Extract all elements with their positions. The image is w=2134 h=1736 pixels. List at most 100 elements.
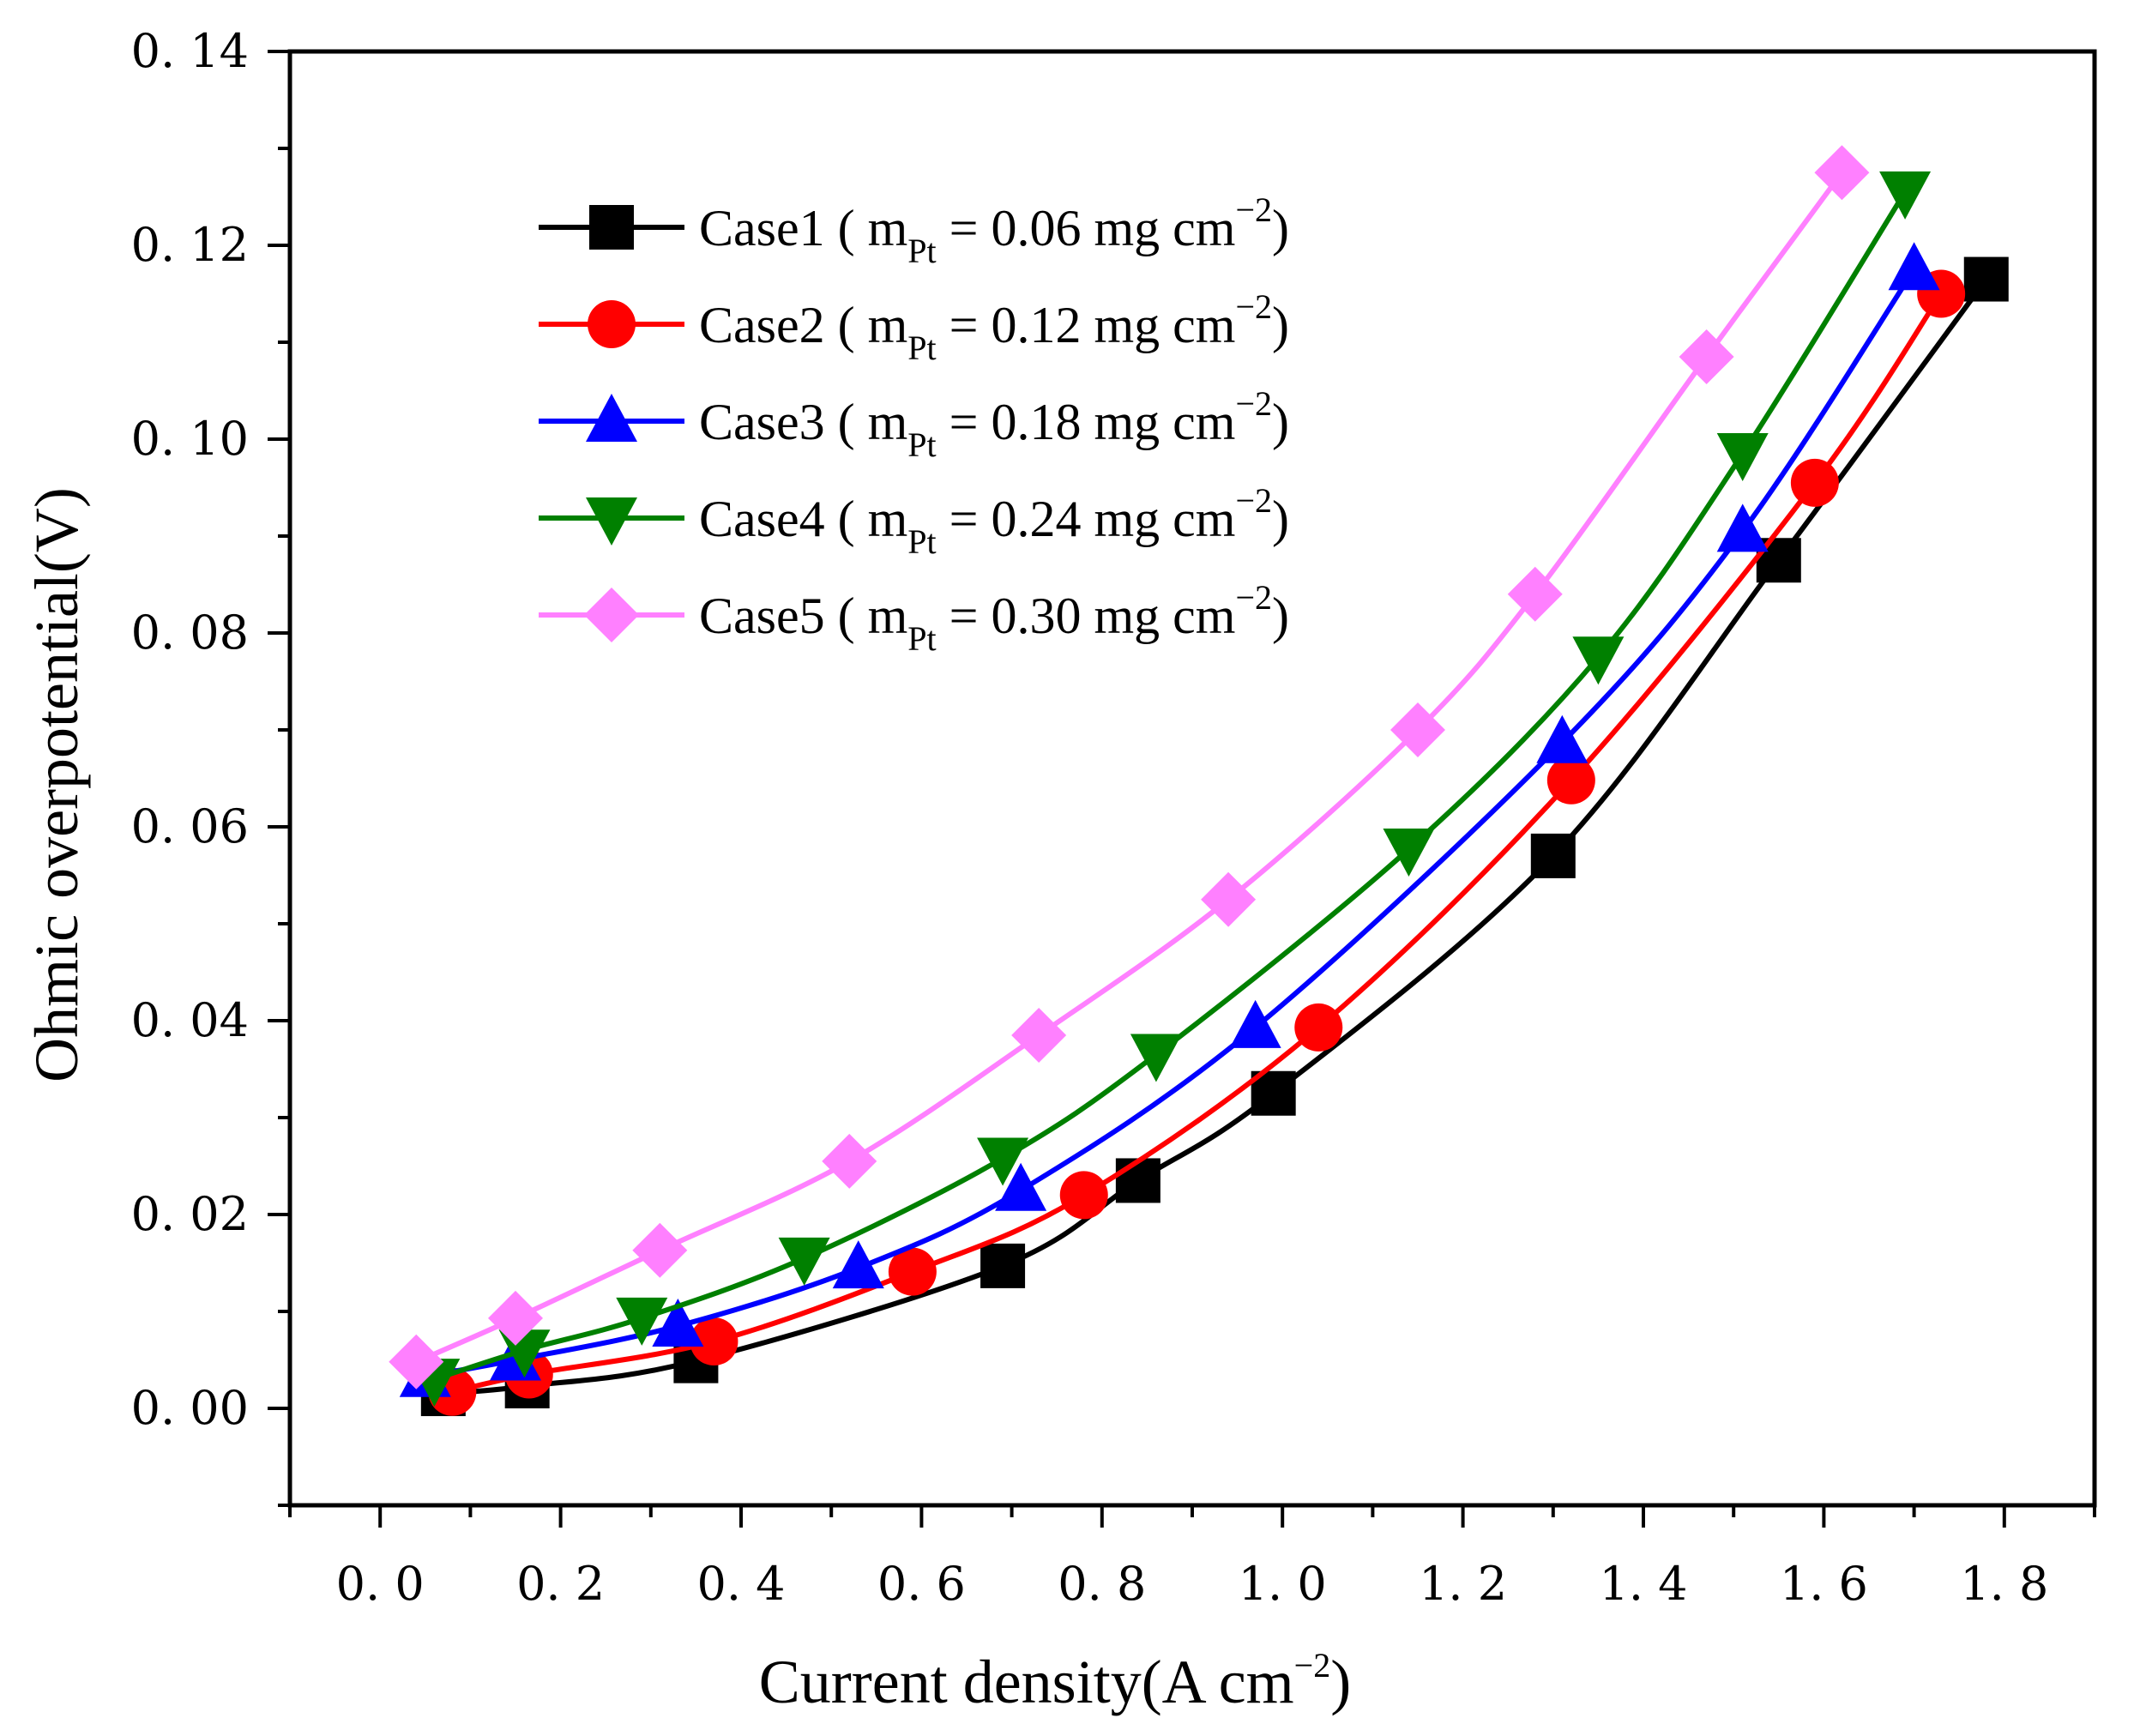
y-tick-label: 0. 08 [131, 606, 249, 660]
data-point-case2 [1790, 458, 1839, 507]
data-point-case5 [1679, 329, 1734, 384]
legend-label-prefix: Case4 ( m [699, 491, 907, 547]
data-point-case1 [1963, 256, 2009, 302]
legend-label-suffix: ) [1272, 588, 1289, 644]
legend-label-prefix: Case1 ( m [699, 200, 907, 256]
data-point-case4 [977, 1137, 1029, 1186]
x-tick-label: 1. 4 [1599, 1557, 1687, 1611]
y-tick-label: 0. 06 [131, 799, 249, 853]
legend-label-case1: Case1 ( mPt = 0.06 mg cm−2) [699, 190, 1289, 270]
x-tick-label: 1. 2 [1419, 1557, 1507, 1611]
legend-marker-case5 [584, 588, 639, 642]
legend-label-sup: −2 [1235, 578, 1272, 617]
data-point-case5 [1201, 871, 1257, 927]
data-point-case2 [1294, 1003, 1343, 1052]
legend-label-case3: Case3 ( mPt = 0.18 mg cm−2) [699, 384, 1289, 464]
legend-entry-case4: Case4 ( mPt = 0.24 mg cm−2) [539, 481, 1289, 561]
series-group [389, 145, 2009, 1417]
legend-label-mid: = 0.12 mg cm [937, 297, 1236, 353]
data-point-case4 [1572, 636, 1625, 685]
y-tick-label: 0. 12 [131, 218, 249, 272]
data-point-case2 [690, 1317, 738, 1366]
x-tick-labels: 0. 0 0. 2 0. 4 0. 6 0. 8 1. 0 1. 2 1. 4 1. 6 1. 8 [336, 1557, 2049, 1611]
legend-marker-case1 [589, 205, 634, 250]
data-point-case5 [1814, 145, 1870, 201]
data-point-case3 [1888, 242, 1940, 291]
data-point-case3 [995, 1162, 1047, 1211]
data-point-case3 [832, 1240, 884, 1289]
data-point-case4 [1879, 171, 1932, 220]
y-tick-label: 0. 14 [131, 24, 249, 78]
legend-label-suffix: ) [1272, 297, 1289, 353]
legend-label-mid: = 0.06 mg cm [937, 200, 1236, 256]
legend-label-sub: Pt [907, 425, 936, 464]
data-point-case5 [1390, 702, 1445, 757]
legend-label-sub: Pt [907, 232, 936, 270]
data-point-case4 [1130, 1034, 1182, 1082]
legend-label-sup: −2 [1235, 190, 1272, 229]
data-point-case2 [1546, 756, 1595, 805]
x-axis-title-close: ) [1330, 1648, 1351, 1716]
x-tick-label: 0. 0 [336, 1557, 425, 1611]
data-point-case3 [1716, 503, 1769, 552]
legend-label-sub: Pt [907, 329, 936, 367]
y-tick-label: 0. 10 [131, 412, 249, 466]
data-point-case1 [980, 1243, 1026, 1288]
legend-entry-case1: Case1 ( mPt = 0.06 mg cm−2) [539, 190, 1289, 270]
x-tick-label: 1. 6 [1780, 1557, 1868, 1611]
x-tick-label: 0. 6 [877, 1557, 966, 1611]
legend-label-sub: Pt [907, 619, 936, 658]
series-line-case4 [433, 190, 1908, 1382]
legend-label-case2: Case2 ( mPt = 0.12 mg cm−2) [699, 287, 1289, 367]
y-tick-label: 0. 00 [131, 1381, 249, 1435]
legend-label-suffix: ) [1272, 394, 1289, 450]
data-point-case2 [888, 1247, 937, 1296]
y-tick-labels: 0. 00 0. 02 0. 04 0. 06 0. 08 0. 10 0. 12 0. 14 [131, 24, 249, 1435]
legend-label-case4: Case4 ( mPt = 0.24 mg cm−2) [699, 481, 1289, 561]
legend-label-sup: −2 [1235, 384, 1272, 423]
data-point-case4 [1716, 432, 1769, 481]
x-tick-label: 0. 2 [516, 1557, 605, 1611]
data-point-case1 [1530, 833, 1576, 878]
data-point-case3 [652, 1298, 704, 1347]
legend-label-sup: −2 [1235, 481, 1272, 520]
legend-label-mid: = 0.24 mg cm [937, 491, 1236, 547]
legend-marker-case4 [586, 497, 637, 546]
legend: Case1 ( mPt = 0.06 mg cm−2)Case2 ( mPt =… [539, 190, 1289, 658]
series-case5 [389, 145, 1870, 1389]
x-tick-label: 0. 8 [1058, 1557, 1146, 1611]
x-axis-title-sup: −2 [1294, 1646, 1331, 1685]
x-tick-label: 1. 0 [1239, 1557, 1327, 1611]
data-point-case2 [1059, 1171, 1108, 1220]
legend-entry-case3: Case3 ( mPt = 0.18 mg cm−2) [539, 384, 1289, 464]
legend-label-case5: Case5 ( mPt = 0.30 mg cm−2) [699, 578, 1289, 658]
legend-label-prefix: Case2 ( m [699, 297, 907, 353]
x-axis-title-main: Current density(A cm [759, 1648, 1294, 1716]
data-point-case1 [1115, 1158, 1160, 1203]
legend-label-mid: = 0.30 mg cm [937, 588, 1236, 644]
x-tick-label: 0. 4 [696, 1557, 785, 1611]
series-line-case5 [415, 171, 1844, 1365]
legend-label-mid: = 0.18 mg cm [937, 394, 1236, 450]
y-tick-label: 0. 02 [131, 1187, 249, 1241]
data-point-case5 [1011, 1007, 1067, 1063]
data-point-case5 [822, 1133, 877, 1189]
legend-label-prefix: Case5 ( m [699, 588, 907, 644]
legend-entry-case5: Case5 ( mPt = 0.30 mg cm−2) [539, 578, 1289, 658]
data-point-case5 [632, 1222, 688, 1278]
legend-label-suffix: ) [1272, 200, 1289, 256]
legend-marker-case3 [586, 394, 637, 442]
series-line-case2 [451, 292, 1944, 1395]
legend-entry-case2: Case2 ( mPt = 0.12 mg cm−2) [539, 287, 1289, 367]
y-axis-title: Ohmic overpotential(V) [22, 487, 91, 1082]
data-point-case4 [1383, 828, 1435, 877]
data-point-case4 [616, 1297, 668, 1346]
plot-frame [287, 49, 2097, 1508]
legend-label-prefix: Case3 ( m [699, 394, 907, 450]
x-tick-label: 1. 8 [1960, 1557, 2048, 1611]
data-point-case3 [1229, 999, 1281, 1048]
legend-label-sup: −2 [1235, 287, 1272, 326]
data-point-case3 [1536, 714, 1588, 763]
data-point-case5 [389, 1334, 444, 1389]
data-point-case5 [1507, 566, 1563, 622]
